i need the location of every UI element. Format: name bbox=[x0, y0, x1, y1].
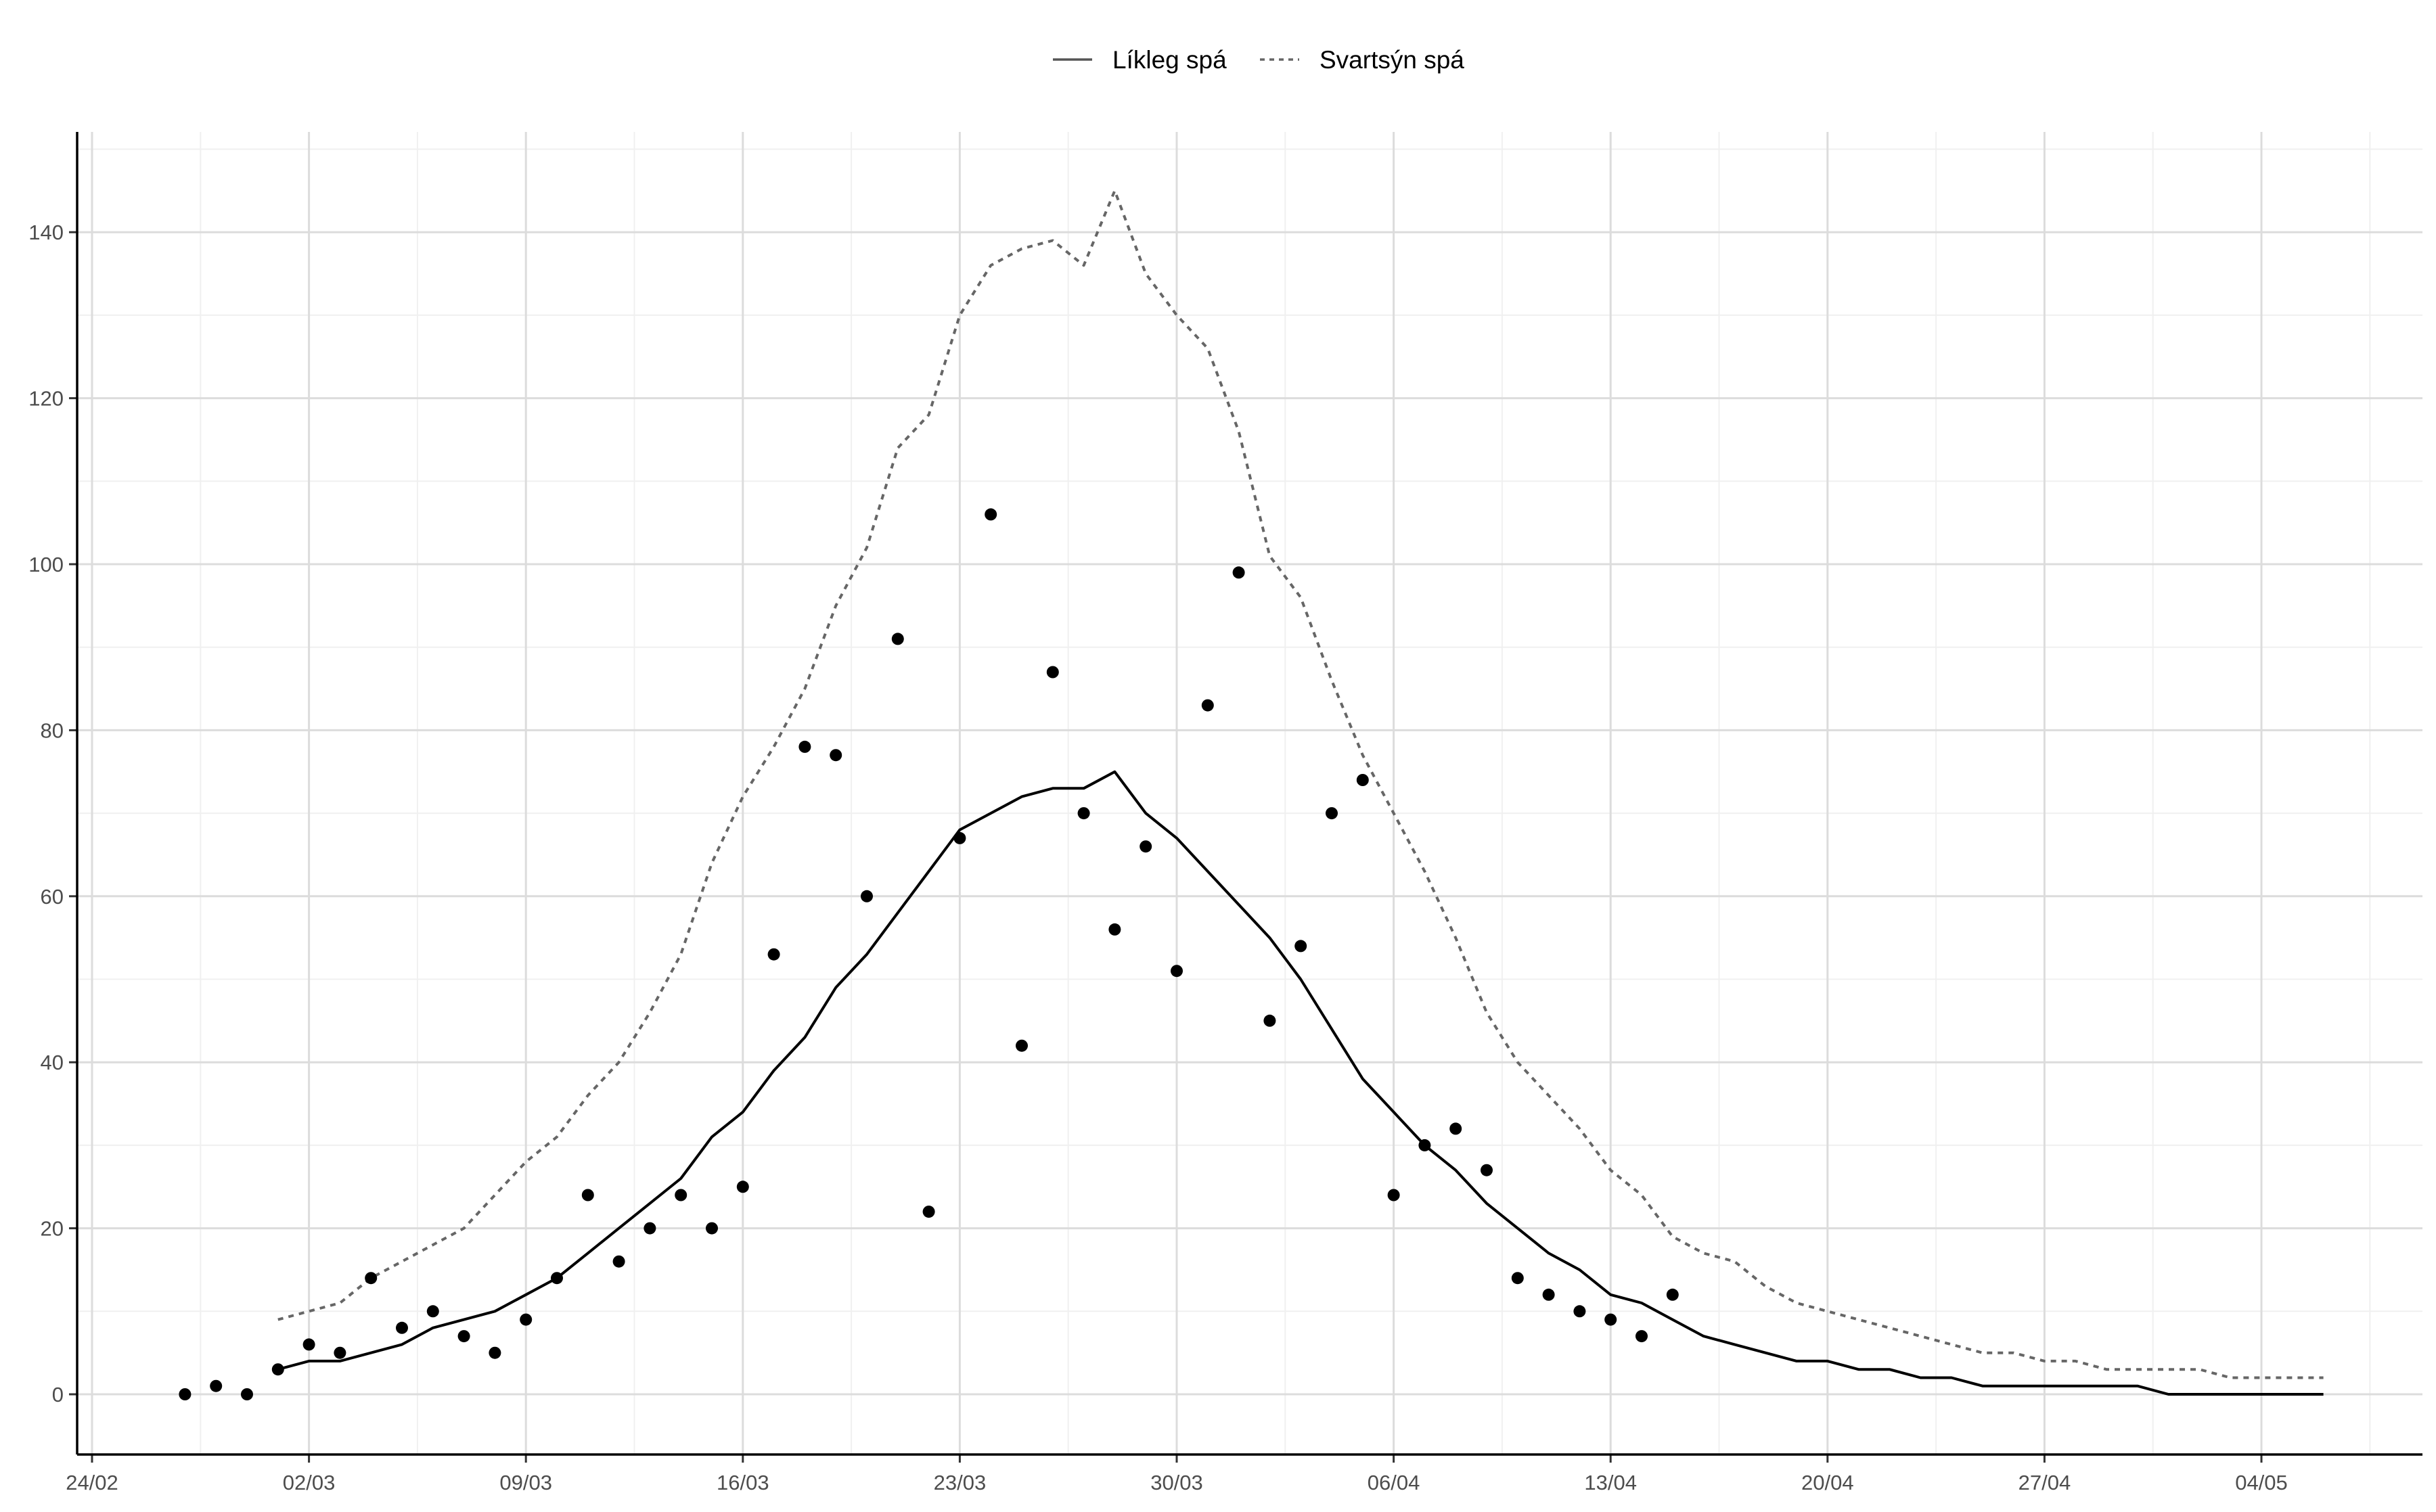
y-tick-label-120: 120 bbox=[28, 387, 64, 411]
data-point bbox=[334, 1346, 346, 1359]
data-point bbox=[179, 1388, 191, 1400]
data-point bbox=[1418, 1139, 1431, 1151]
data-point bbox=[551, 1272, 563, 1285]
y-tick-label-0: 0 bbox=[52, 1383, 64, 1406]
x-tick-label-20-04: 20/04 bbox=[1801, 1471, 1854, 1494]
x-tick-label-16-03: 16/03 bbox=[717, 1471, 769, 1494]
data-point bbox=[581, 1189, 594, 1201]
data-point bbox=[520, 1313, 533, 1326]
data-point bbox=[1108, 923, 1121, 936]
y-tick-label-100: 100 bbox=[28, 553, 64, 576]
x-tick-label-24-02: 24/02 bbox=[66, 1471, 118, 1494]
data-point bbox=[210, 1379, 223, 1392]
y-tick-label-20: 20 bbox=[41, 1217, 64, 1241]
x-tick-label-27-04: 27/04 bbox=[2018, 1471, 2071, 1494]
x-tick-label-04-05: 04/05 bbox=[2235, 1471, 2288, 1494]
data-point bbox=[396, 1321, 408, 1334]
x-axis-tick-labels: 24/02 02/03 09/03 16/03 23/03 30/03 06/04 13/04… bbox=[66, 1471, 2288, 1494]
data-point bbox=[953, 831, 966, 844]
y-tick-label-40: 40 bbox=[41, 1051, 64, 1074]
x-tick-label-13-04: 13/04 bbox=[1584, 1471, 1637, 1494]
legend-label-svartsyn: Svartsýn spá bbox=[1320, 46, 1464, 74]
data-point bbox=[1294, 940, 1307, 953]
data-point bbox=[365, 1272, 378, 1285]
data-point bbox=[271, 1363, 284, 1376]
x-tick-label-30-03: 30/03 bbox=[1150, 1471, 1203, 1494]
data-point bbox=[706, 1222, 718, 1235]
legend-label-likleg: Líkleg spá bbox=[1112, 46, 1227, 74]
grid-minor bbox=[77, 132, 2422, 1454]
data-point bbox=[1356, 774, 1369, 786]
data-point bbox=[891, 633, 904, 645]
data-point bbox=[302, 1338, 315, 1351]
grid-major bbox=[77, 132, 2422, 1454]
x-tick-label-02-03: 02/03 bbox=[283, 1471, 336, 1494]
data-point bbox=[861, 890, 873, 902]
x-tick-label-23-03: 23/03 bbox=[934, 1471, 987, 1494]
data-point bbox=[1140, 840, 1152, 853]
data-point bbox=[736, 1181, 749, 1193]
x-tick-label-09-03: 09/03 bbox=[499, 1471, 552, 1494]
axes bbox=[69, 132, 2422, 1463]
data-point bbox=[1511, 1272, 1524, 1285]
data-point bbox=[1232, 566, 1245, 579]
series-line-svartsyn bbox=[277, 189, 2324, 1379]
data-point bbox=[489, 1346, 501, 1359]
data-point bbox=[830, 749, 842, 762]
x-tick-label-06-04: 06/04 bbox=[1368, 1471, 1420, 1494]
data-point bbox=[922, 1206, 935, 1218]
data-point bbox=[644, 1222, 656, 1235]
data-point bbox=[1201, 699, 1214, 712]
series-observed-points bbox=[179, 508, 1679, 1400]
data-point bbox=[767, 948, 780, 961]
data-point bbox=[1636, 1330, 1648, 1343]
data-point bbox=[798, 740, 811, 753]
y-tick-label-80: 80 bbox=[41, 718, 64, 742]
y-tick-label-140: 140 bbox=[28, 221, 64, 244]
data-point bbox=[1016, 1039, 1028, 1052]
data-point bbox=[1666, 1288, 1679, 1301]
data-point bbox=[241, 1388, 253, 1400]
data-point bbox=[612, 1255, 625, 1268]
data-point bbox=[1604, 1313, 1617, 1326]
data-point bbox=[1171, 965, 1183, 978]
data-point bbox=[1449, 1122, 1462, 1135]
y-axis-tick-labels: 0 20 40 60 80 100 120 140 bbox=[28, 221, 64, 1406]
data-point bbox=[426, 1305, 439, 1318]
data-point bbox=[1326, 807, 1338, 820]
data-point bbox=[1573, 1305, 1586, 1318]
data-point bbox=[985, 508, 997, 521]
legend: Líkleg spá Svartsýn spá bbox=[1053, 46, 1464, 74]
data-point bbox=[1481, 1164, 1493, 1176]
data-point bbox=[1046, 666, 1059, 679]
data-point bbox=[1387, 1189, 1400, 1201]
data-point bbox=[1542, 1288, 1555, 1301]
series-line-likleg bbox=[277, 770, 2324, 1396]
data-point bbox=[1077, 807, 1090, 820]
data-point bbox=[457, 1330, 470, 1343]
data-point bbox=[675, 1189, 687, 1201]
data-point bbox=[1263, 1014, 1276, 1027]
y-tick-label-60: 60 bbox=[41, 885, 64, 909]
series-layer bbox=[179, 189, 2324, 1400]
